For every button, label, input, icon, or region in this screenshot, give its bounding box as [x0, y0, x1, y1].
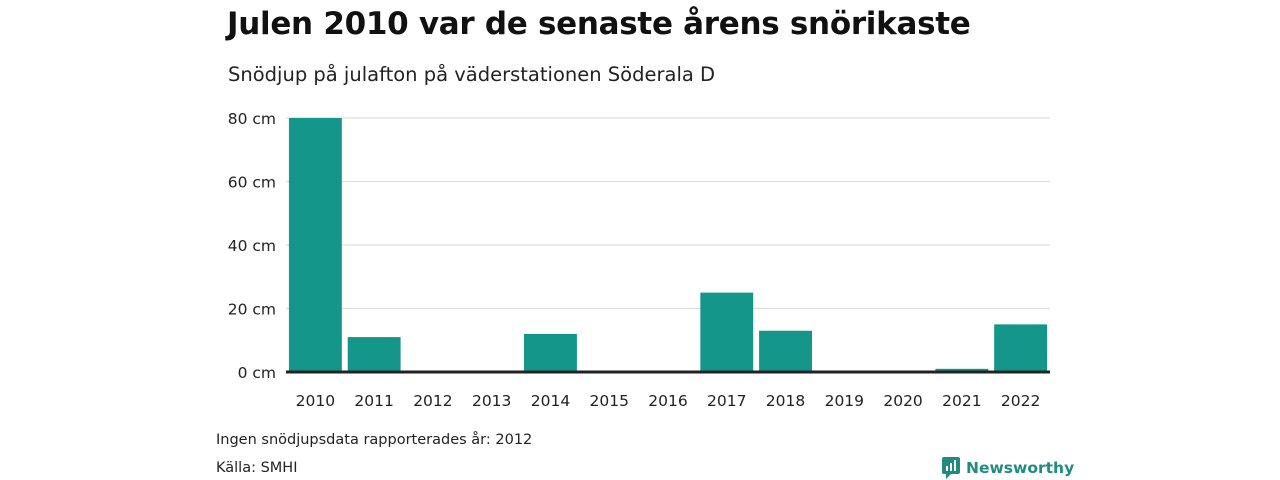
chart-title: Julen 2010 var de senaste årens snörikas…	[227, 6, 971, 42]
newsworthy-logo-icon	[942, 457, 960, 479]
bar-2021	[935, 368, 989, 372]
x-tick-label: 2010	[296, 392, 335, 410]
y-tick-label: 20 cm	[228, 301, 276, 319]
bar-2011	[347, 337, 401, 372]
x-tick-label: 2019	[825, 392, 864, 410]
brand-name: Newsworthy	[966, 459, 1075, 477]
missing-data-note: Ingen snödjupsdata rapporterades år: 201…	[216, 432, 533, 448]
x-tick-label: 2013	[472, 392, 511, 410]
bar-2010	[288, 118, 342, 372]
x-tick-label: 2017	[707, 392, 746, 410]
bar-2014	[524, 333, 577, 372]
brand-logo: Newsworthy	[942, 457, 1074, 479]
bar-2017	[700, 292, 754, 372]
x-tick-label: 2021	[942, 392, 981, 410]
y-tick-label: 0 cm	[238, 364, 276, 382]
bar-2018	[759, 330, 812, 372]
bar-2022	[994, 324, 1048, 372]
chart-subtitle: Snödjup på julafton på väderstationen Sö…	[228, 63, 716, 86]
source-note: Källa: SMHI	[216, 460, 298, 476]
x-tick-label: 2012	[413, 392, 452, 410]
x-tick-label: 2016	[648, 392, 687, 410]
x-tick-label: 2018	[766, 392, 805, 410]
x-tick-label: 2011	[354, 392, 393, 410]
y-tick-label: 40 cm	[228, 237, 276, 255]
y-tick-label: 60 cm	[228, 174, 276, 192]
x-tick-label: 2022	[1001, 392, 1040, 410]
x-tick-label: 2015	[590, 392, 629, 410]
x-tick-label: 2020	[883, 392, 922, 410]
x-tick-label: 2014	[531, 392, 570, 410]
y-tick-label: 80 cm	[228, 110, 276, 128]
